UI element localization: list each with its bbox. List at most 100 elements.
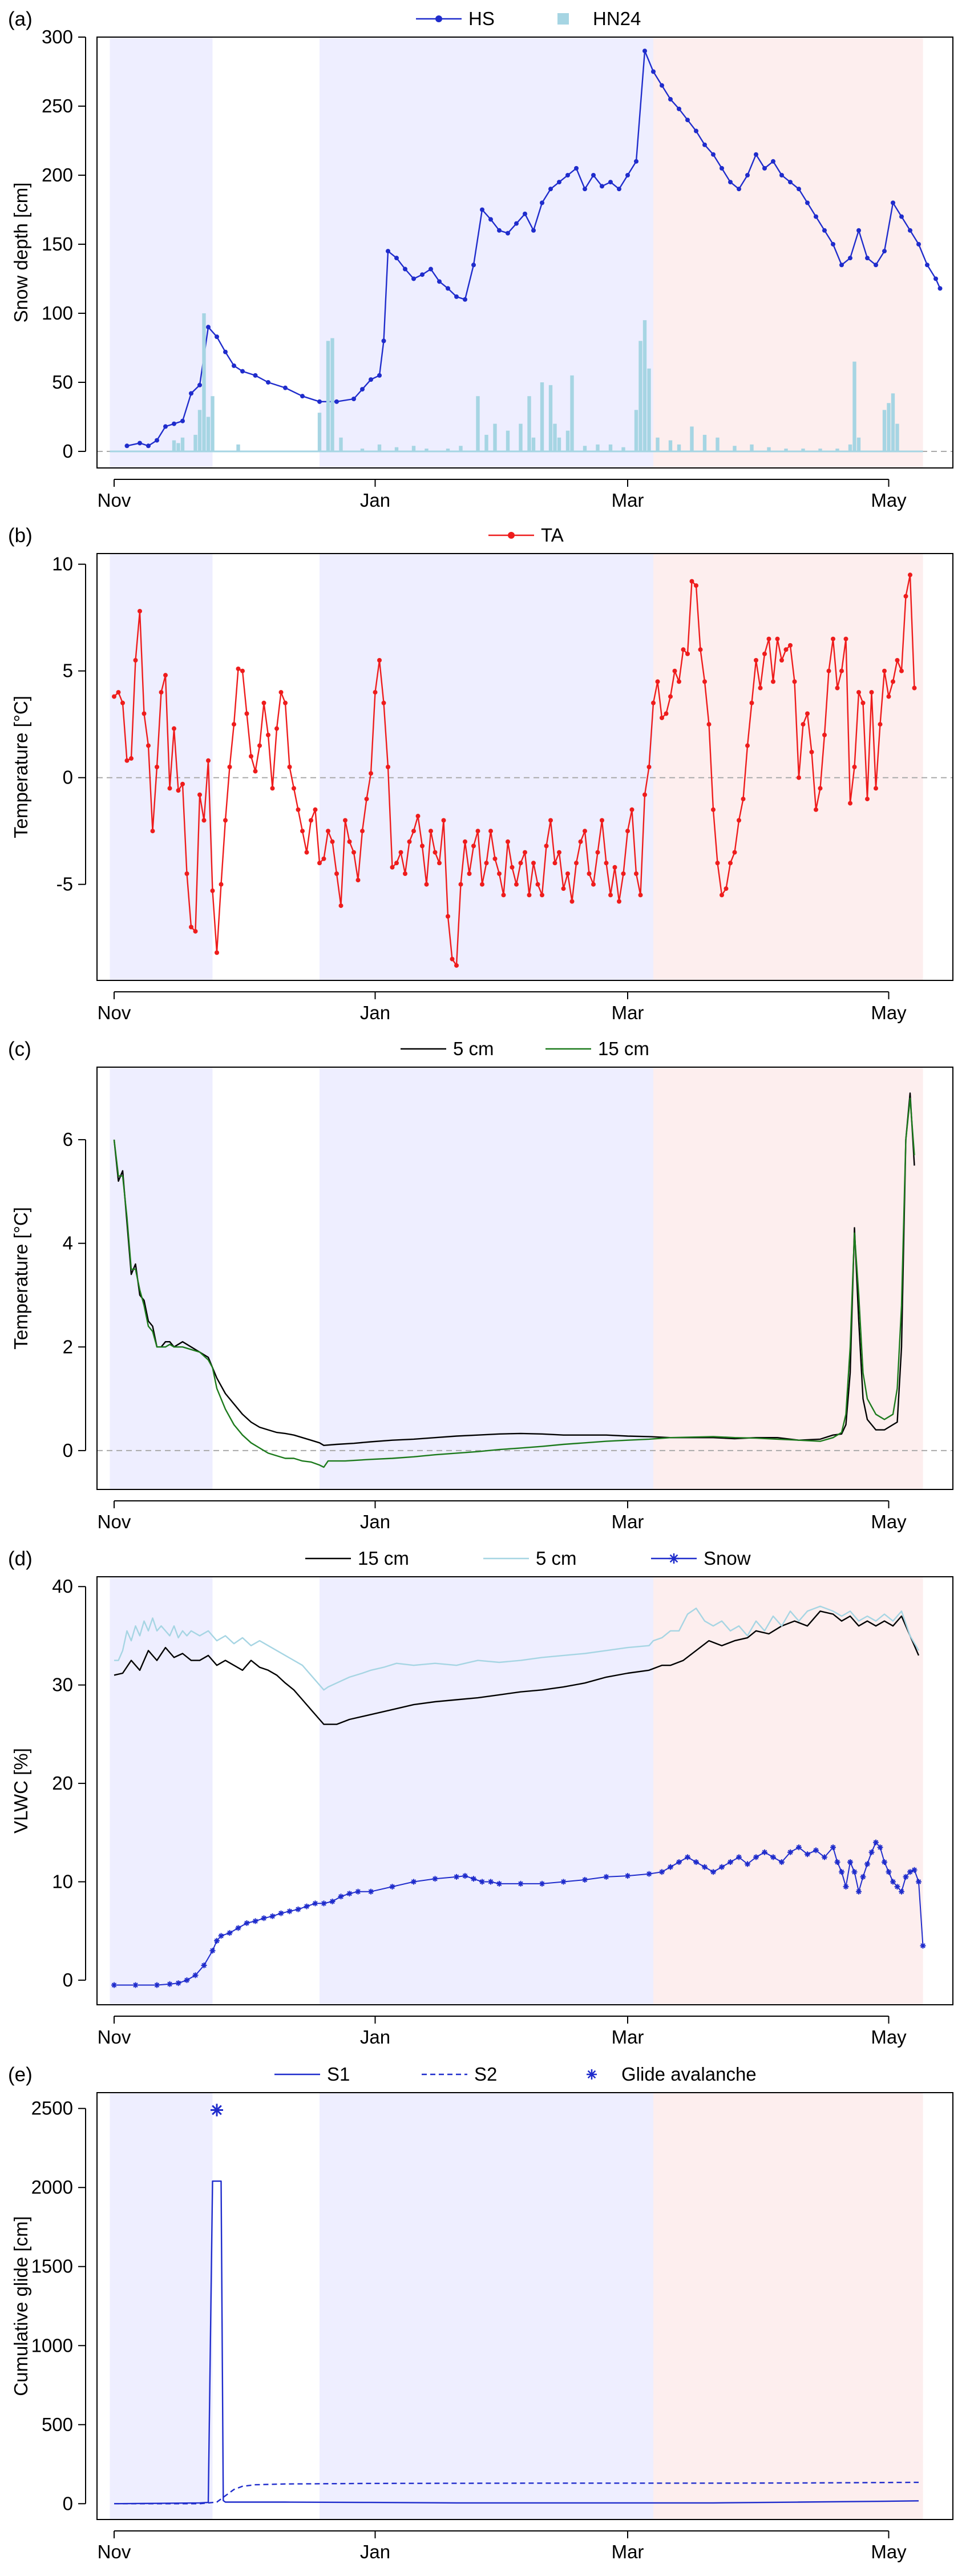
data-point <box>415 814 421 819</box>
data-point <box>874 263 878 268</box>
data-point <box>269 1913 276 1919</box>
data-point <box>882 1859 887 1865</box>
data-point <box>381 338 386 344</box>
data-point <box>693 1859 699 1865</box>
legend: TA <box>488 524 564 546</box>
data-point <box>535 882 540 887</box>
data-point <box>574 165 579 171</box>
x-tick-label: Jan <box>360 2026 390 2048</box>
hn24-bar <box>895 423 899 451</box>
data-point <box>591 172 596 177</box>
data-point <box>788 643 793 648</box>
data-point <box>163 424 168 429</box>
legend-label: 15 cm <box>598 1038 649 1059</box>
legend-item-hs: HS <box>416 8 495 29</box>
data-point <box>698 647 703 652</box>
data-point <box>728 1859 733 1865</box>
hn24-bar <box>656 437 660 451</box>
data-point <box>779 1859 785 1865</box>
y-tick-label: 1000 <box>31 2335 73 2356</box>
data-point <box>429 829 433 834</box>
x-tick-label: Nov <box>98 2026 131 2048</box>
data-point <box>822 1854 827 1860</box>
data-point <box>899 214 904 219</box>
hn24-bar <box>236 444 240 451</box>
season-band-0 <box>110 1068 213 1489</box>
data-point <box>124 443 130 449</box>
data-point <box>334 871 339 876</box>
data-point <box>471 843 476 849</box>
season-band-0 <box>110 38 213 467</box>
x-tick-label: Mar <box>612 2541 644 2562</box>
data-point <box>411 276 416 281</box>
hn24-bar <box>818 449 822 451</box>
y-tick-label: 50 <box>52 372 73 393</box>
data-point <box>565 172 570 177</box>
data-point <box>809 749 814 754</box>
hn24-bar <box>767 447 771 451</box>
series-hn24 <box>110 313 923 453</box>
x-tick-label: May <box>871 490 907 511</box>
hn24-bar <box>583 446 587 451</box>
data-point <box>843 636 848 641</box>
data-point <box>506 231 510 236</box>
x-tick-label: Nov <box>98 2541 131 2562</box>
data-point <box>539 1880 545 1887</box>
legend-label: HS <box>468 8 495 29</box>
data-point <box>343 818 347 823</box>
data-point <box>398 850 403 855</box>
data-point <box>920 1943 926 1949</box>
data-point <box>702 679 707 684</box>
y-tick-label: 0 <box>63 2493 73 2514</box>
data-point <box>877 1844 883 1851</box>
data-point <box>180 781 185 786</box>
data-point <box>523 211 527 216</box>
hn24-bar <box>852 361 856 451</box>
data-point <box>754 658 758 663</box>
data-point <box>369 771 373 776</box>
data-point <box>167 786 172 791</box>
season-band-2 <box>653 2093 923 2519</box>
data-point <box>360 829 365 834</box>
data-point <box>484 861 489 866</box>
hn24-bar <box>634 410 638 451</box>
season-band-2 <box>653 1577 923 2004</box>
data-point <box>617 187 621 192</box>
data-point <box>351 397 356 402</box>
data-point <box>933 276 938 281</box>
legend-item-5-cm: 5 cm <box>483 1548 577 1569</box>
data-point <box>745 743 750 748</box>
data-point <box>394 861 399 866</box>
data-point <box>582 1877 588 1883</box>
data-point <box>544 843 549 849</box>
x-tick-label: May <box>871 1511 907 1532</box>
data-point <box>223 349 228 354</box>
data-point <box>193 928 198 934</box>
legend: 5 cm 15 cm <box>401 1038 649 1059</box>
panel-c: Nov Jan Mar May 0 2 4 6 Temperature [°C] (c) 5 cm 1… <box>8 1038 953 1532</box>
data-point <box>839 668 844 673</box>
y-tick-label: 0 <box>63 1969 73 1990</box>
legend-label: 5 cm <box>536 1548 577 1569</box>
x-tick-label: Jan <box>360 2541 390 2562</box>
data-point <box>642 49 647 54</box>
legend-item-ta: TA <box>488 524 564 546</box>
y-tick-label: 100 <box>42 302 73 324</box>
y-tick-label: 5 <box>63 660 73 681</box>
data-point <box>646 1871 652 1877</box>
data-point <box>295 1906 301 1912</box>
plot-frame <box>96 37 953 469</box>
data-point <box>569 899 575 904</box>
x-axis: Nov Jan Mar May <box>98 479 907 511</box>
data-point <box>514 882 519 887</box>
y-tick-label: 200 <box>42 164 73 185</box>
data-point <box>830 1844 836 1851</box>
data-point <box>685 651 690 656</box>
data-point <box>689 579 694 584</box>
data-point <box>467 871 472 876</box>
legend-marker <box>587 2069 597 2080</box>
data-point <box>796 1844 802 1851</box>
data-point <box>480 207 484 212</box>
data-point <box>617 899 621 904</box>
hn24-bar <box>394 447 399 451</box>
